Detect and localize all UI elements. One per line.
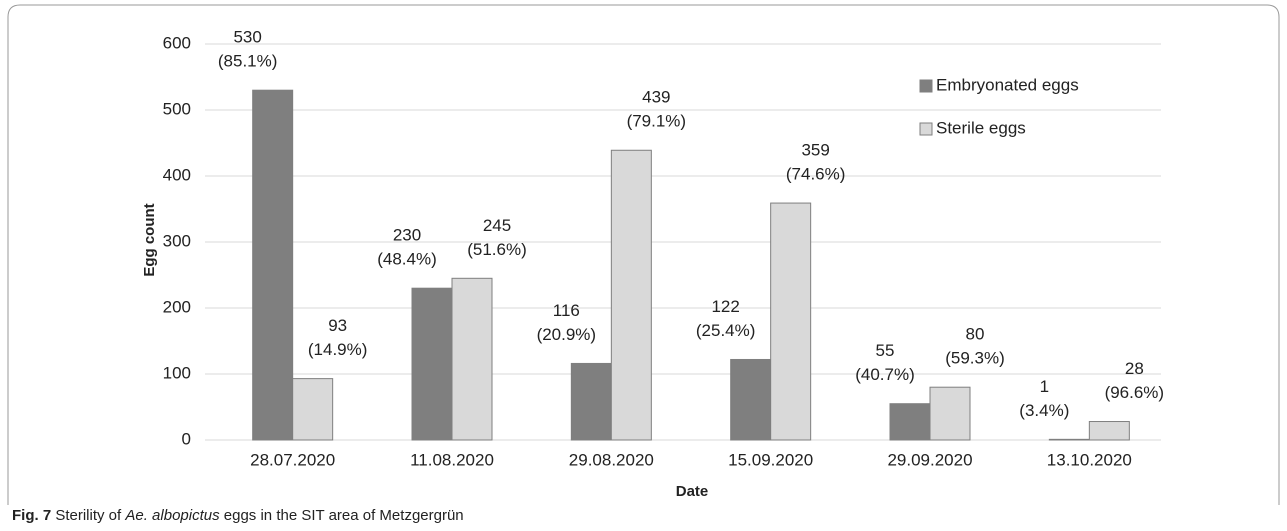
value-label: 122 xyxy=(711,297,739,316)
caption-species: Ae. albopictus xyxy=(124,507,220,524)
bar xyxy=(929,386,971,441)
percent-label: (14.9%) xyxy=(308,340,368,359)
x-tick-label: 13.10.2020 xyxy=(1047,450,1132,469)
value-label: 439 xyxy=(642,88,670,107)
y-tick-label: 0 xyxy=(182,429,191,448)
value-label: 359 xyxy=(801,141,829,160)
value-label: 80 xyxy=(966,325,985,344)
value-label: 1 xyxy=(1040,377,1049,396)
x-tick-label: 28.07.2020 xyxy=(250,450,335,469)
bar xyxy=(570,362,612,441)
y-tick-label: 500 xyxy=(163,99,191,118)
percent-label: (96.6%) xyxy=(1105,383,1165,402)
legend-label: Sterile eggs xyxy=(936,118,1026,137)
percent-label: (85.1%) xyxy=(218,52,278,71)
value-label: 55 xyxy=(876,341,895,360)
y-tick-label: 200 xyxy=(163,297,191,316)
bar xyxy=(730,358,772,441)
bar xyxy=(1048,438,1090,441)
x-tick-label: 29.08.2020 xyxy=(569,450,654,469)
percent-label: (79.1%) xyxy=(627,112,687,131)
percent-label: (40.7%) xyxy=(855,365,915,384)
frame xyxy=(7,4,1280,505)
caption-label: Fig. 7 xyxy=(12,507,51,524)
legend-swatch xyxy=(919,79,933,93)
value-label: 245 xyxy=(483,216,511,235)
percent-label: (20.9%) xyxy=(537,325,597,344)
percent-label: (48.4%) xyxy=(377,250,437,269)
y-tick-label: 300 xyxy=(163,231,191,250)
bar xyxy=(1088,421,1130,441)
bar xyxy=(889,403,931,441)
value-label: 116 xyxy=(553,301,580,320)
bar xyxy=(411,287,453,441)
percent-label: (74.6%) xyxy=(786,165,846,184)
value-label: 93 xyxy=(328,316,347,335)
value-label: 530 xyxy=(233,28,261,47)
percent-label: (25.4%) xyxy=(696,321,756,340)
percent-label: (59.3%) xyxy=(945,349,1005,368)
legend-swatch xyxy=(919,122,933,136)
x-tick-label: 15.09.2020 xyxy=(728,450,813,469)
value-label: 230 xyxy=(393,226,421,245)
caption-text: Sterility of xyxy=(55,507,122,524)
y-tick-label: 400 xyxy=(163,165,191,184)
bar xyxy=(610,149,652,441)
bar xyxy=(451,277,493,441)
x-tick-label: 11.08.2020 xyxy=(410,450,494,469)
percent-label: (51.6%) xyxy=(467,240,527,259)
percent-label: (3.4%) xyxy=(1019,401,1069,420)
y-tick-label: 600 xyxy=(163,33,191,52)
y-axis-title: Egg count xyxy=(141,203,158,276)
y-tick-label: 100 xyxy=(163,363,191,382)
x-axis-title: Date xyxy=(676,483,709,500)
bar xyxy=(770,202,812,441)
legend-label: Embryonated eggs xyxy=(936,75,1079,94)
bar xyxy=(292,378,334,441)
x-tick-label: 29.09.2020 xyxy=(887,450,972,469)
caption: Fig. 7 Sterility of Ae. albopictus eggs … xyxy=(12,507,464,524)
bar xyxy=(252,89,294,441)
value-label: 28 xyxy=(1125,359,1144,378)
caption-text: eggs in the SIT area of Metzgergrün xyxy=(224,507,464,524)
